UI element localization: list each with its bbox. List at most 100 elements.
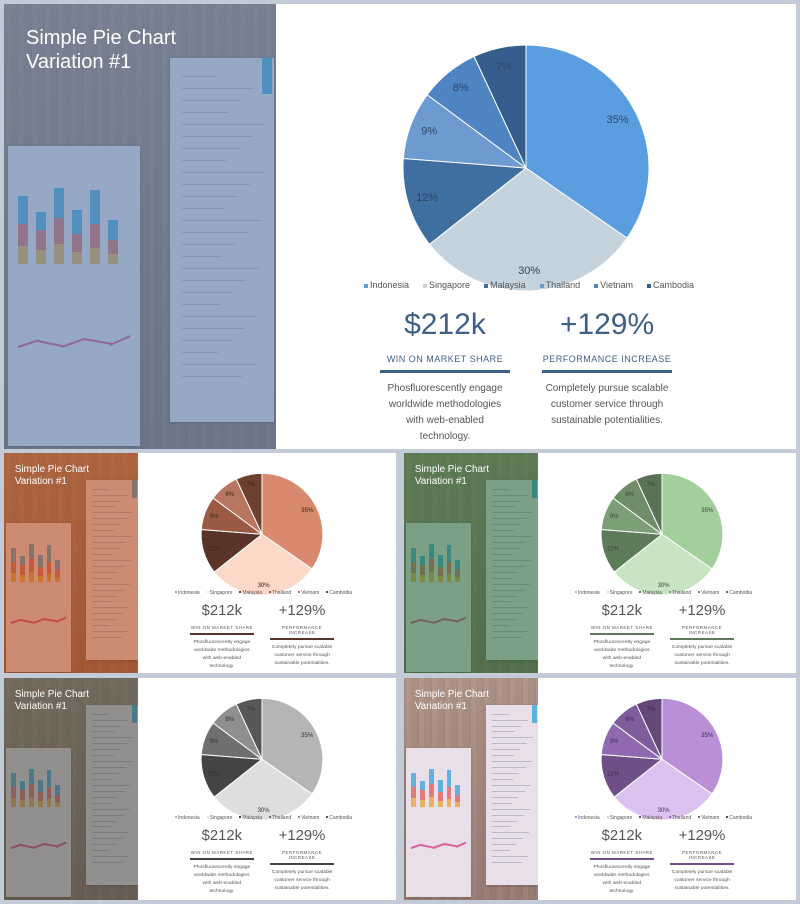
slice-value-label: 12% [207, 547, 220, 553]
stat-value: +129% [678, 603, 726, 620]
legend-label: Singapore [429, 280, 471, 290]
legend-swatch [639, 591, 642, 594]
pie-slice-singapore [428, 167, 628, 292]
legend-swatch [639, 816, 642, 819]
legend-swatch [298, 816, 301, 819]
legend-item-singapore: Singapore [206, 814, 233, 821]
legend-swatch [268, 816, 271, 819]
pie-slice-singapore [613, 758, 713, 821]
legend-label: Malaysia [642, 589, 663, 596]
legend-label: Indonesia [178, 814, 200, 821]
photo-bar [446, 786, 452, 799]
stat-block-market-share: $212k WIN ON MARKET SHARE Phosfluorescentl… [589, 828, 655, 895]
photo-bar [455, 784, 461, 795]
stat-label: WIN ON MARKET SHARE [190, 850, 253, 856]
resume-text-line [492, 713, 510, 715]
legend-label: Thailand [545, 280, 581, 290]
pie-chart: 35% 30% 12% 9% 8% 7% [200, 472, 324, 596]
slice-value-label: 12% [607, 547, 620, 553]
photo-color-overlay [404, 453, 538, 673]
stat-underline [189, 633, 255, 635]
legend-item-singapore: Singapore [423, 280, 470, 290]
legend-label: Singapore [209, 589, 233, 596]
legend-swatch [175, 816, 178, 819]
stat-label: PERFORMANCE INCREASE [282, 625, 323, 636]
legend-label: Singapore [609, 814, 633, 821]
stat-value: $212k [601, 828, 643, 845]
stat-block-market-share: $212k WIN ON MARKET SHARE Phosfluorescentl… [589, 603, 655, 670]
stat-description: Completely pursue scalable customer serv… [271, 869, 333, 891]
resume-text-line [492, 719, 528, 721]
legend-label: Vietnam [301, 589, 320, 596]
stat-underline [269, 638, 335, 640]
legend-swatch [363, 283, 368, 288]
pie-slice-cambodia [635, 472, 663, 535]
stat-underline [189, 858, 255, 860]
stat-label: WIN ON MARKET SHARE [386, 354, 504, 364]
chart-legend: Indonesia Singapore Malaysia Thailand Vietna… [538, 815, 796, 821]
legend-swatch [239, 591, 242, 594]
paper-sheet-chart [405, 748, 472, 897]
legend-item-vietnam: Vietnam [298, 815, 319, 821]
slide-green: Simple Pie Chart Variation #1 35% 30% 12% 9%… [404, 453, 796, 673]
legend-label: Indonesia [578, 814, 600, 821]
legend-item-indonesia: Indonesia [175, 590, 200, 596]
chart-legend: Indonesia Singapore Malaysia Thailand Vietna… [138, 815, 396, 821]
photo-color-overlay [4, 453, 138, 673]
stat-value: +129% [278, 828, 326, 845]
pie-slice-singapore [613, 533, 713, 596]
stat-description: Phosfluorescently engage worldwide metho… [387, 383, 503, 442]
stat-label: WIN ON MARKET SHARE [590, 850, 653, 856]
legend-item-thailand: Thailand [668, 590, 691, 596]
resume-tab [531, 704, 537, 723]
legend-label: Cambodia [329, 814, 353, 821]
paper-sheet-resume [486, 704, 538, 885]
slice-value-label: 7% [647, 482, 656, 488]
legend-swatch [668, 591, 671, 594]
resume-text-line [492, 856, 529, 858]
legend-item-thailand: Thailand [268, 590, 291, 596]
legend-item-singapore: Singapore [606, 814, 633, 821]
slice-value-label: 7% [247, 707, 256, 713]
slice-value-label: 7% [647, 707, 656, 713]
slice-value-label: 12% [416, 192, 438, 204]
legend-label: Vietnam [301, 814, 320, 821]
slice-value-label: 30% [658, 583, 671, 589]
stat-label: PERFORMANCE INCREASE [682, 625, 723, 636]
legend-label: Singapore [209, 814, 233, 821]
photo-bar [446, 770, 452, 787]
stat-underline [589, 633, 655, 635]
legend-item-malaysia: Malaysia [239, 815, 262, 821]
background-photo [4, 4, 276, 449]
slide-title: Simple Pie Chart Variation #1 [414, 688, 489, 712]
legend-item-indonesia: Indonesia [575, 590, 600, 596]
slice-value-label: 30% [518, 265, 540, 277]
photo-bar [446, 798, 452, 807]
stat-block-market-share: $212k WIN ON MARKET SHARE Phosfluorescentl… [189, 828, 255, 895]
photo-bar [410, 786, 416, 798]
resume-text-line [492, 725, 522, 727]
pie-slice-indonesia [525, 44, 650, 239]
legend-item-malaysia: Malaysia [484, 280, 526, 290]
slide-title: Simple Pie Chart Variation #1 [414, 463, 489, 487]
slice-value-label: 35% [701, 508, 714, 514]
legend-swatch [239, 816, 242, 819]
slide-title: Simple Pie Chart Variation #1 [26, 27, 177, 73]
legend-label: Indonesia [578, 589, 600, 596]
legend-item-malaysia: Malaysia [639, 590, 662, 596]
legend-swatch [646, 283, 651, 288]
slice-value-label: 35% [301, 508, 314, 514]
slide-blue: Simple Pie Chart Variation #1 35% 30% 12% 9%… [4, 4, 796, 449]
legend-swatch [575, 591, 578, 594]
legend-swatch [594, 283, 599, 288]
stat-description: Completely pursue scalable customer serv… [671, 644, 733, 666]
resume-text-line [492, 826, 511, 828]
legend-swatch [268, 591, 271, 594]
legend-item-vietnam: Vietnam [298, 590, 319, 596]
legend-label: Vietnam [701, 589, 720, 596]
pie-slice-cambodia [473, 44, 527, 169]
legend-item-indonesia: Indonesia [175, 815, 200, 821]
stat-block-market-share: $212k WIN ON MARKET SHARE Phosfluorescentl… [380, 308, 510, 445]
legend-item-indonesia: Indonesia [575, 815, 600, 821]
stat-block-performance: +129% PERFORMANCE INCREASE Completely purs… [669, 603, 735, 667]
